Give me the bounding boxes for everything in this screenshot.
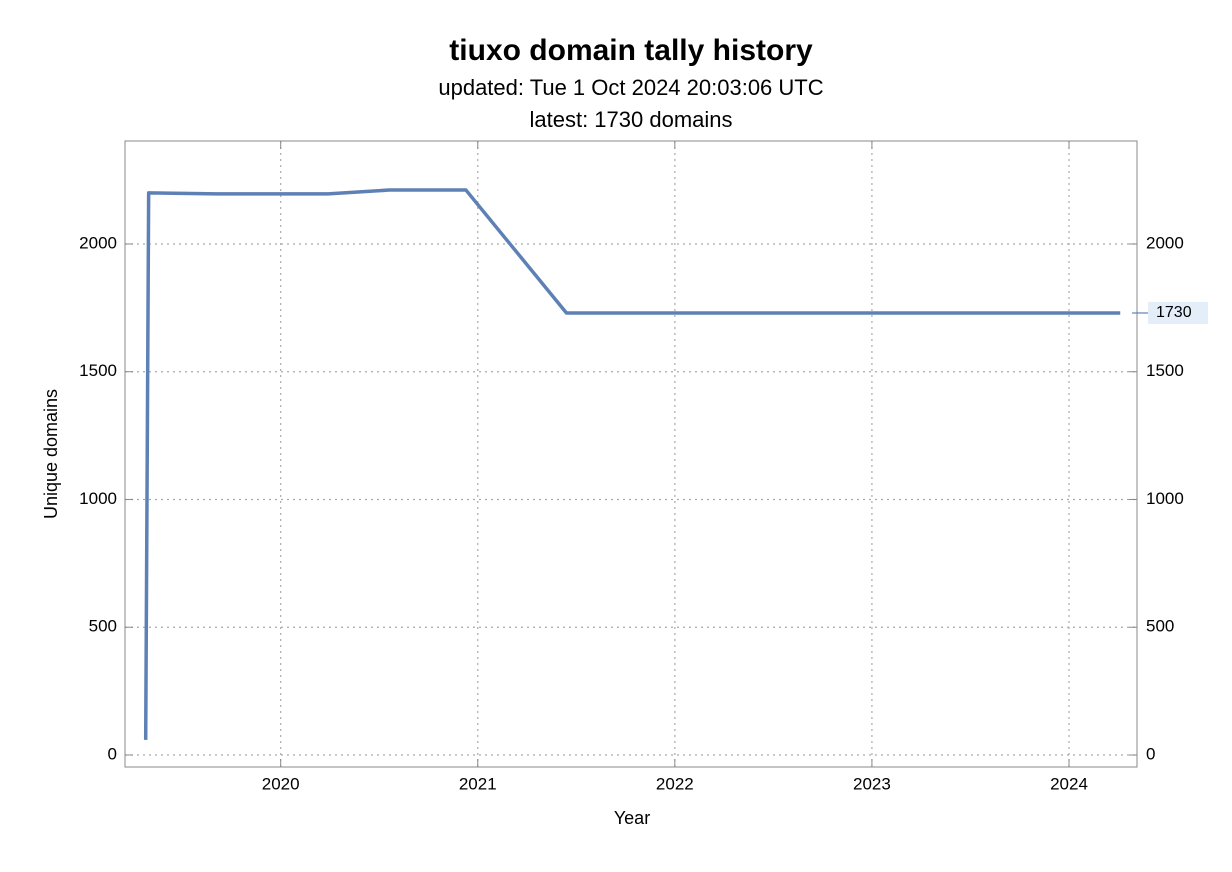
x-tick-label: 2021 bbox=[459, 774, 497, 793]
data-line bbox=[143, 188, 1121, 740]
y2-tick-label: 500 bbox=[1146, 617, 1174, 636]
y-tick-label: 0 bbox=[108, 744, 117, 763]
y2-tick-label: 1000 bbox=[1146, 489, 1184, 508]
y-axis-label: Unique domains bbox=[41, 389, 61, 519]
y2-tick-label: 1500 bbox=[1146, 361, 1184, 380]
y-tick-label: 1500 bbox=[79, 361, 117, 380]
chart-title: tiuxo domain tally history bbox=[449, 34, 813, 67]
x-tick-label: 2024 bbox=[1050, 774, 1088, 793]
end-label-box bbox=[1148, 301, 1208, 324]
y-tick-label: 500 bbox=[89, 617, 117, 636]
y2-tick-label: 0 bbox=[1146, 744, 1155, 763]
chart-subtitle: latest: 1730 domains bbox=[529, 107, 732, 132]
x-tick-label: 2023 bbox=[853, 774, 891, 793]
x-tick-label: 2020 bbox=[262, 774, 300, 793]
chart-subtitle: updated: Tue 1 Oct 2024 20:03:06 UTC bbox=[438, 75, 823, 100]
x-tick-label: 2022 bbox=[656, 774, 694, 793]
end-label: 1730 bbox=[1156, 304, 1192, 321]
y-tick-label: 1000 bbox=[79, 489, 117, 508]
x-axis-label: Year bbox=[614, 808, 650, 828]
y2-tick-label: 2000 bbox=[1146, 233, 1184, 252]
plot-frame bbox=[124, 140, 1138, 768]
y-tick-label: 2000 bbox=[79, 233, 117, 252]
